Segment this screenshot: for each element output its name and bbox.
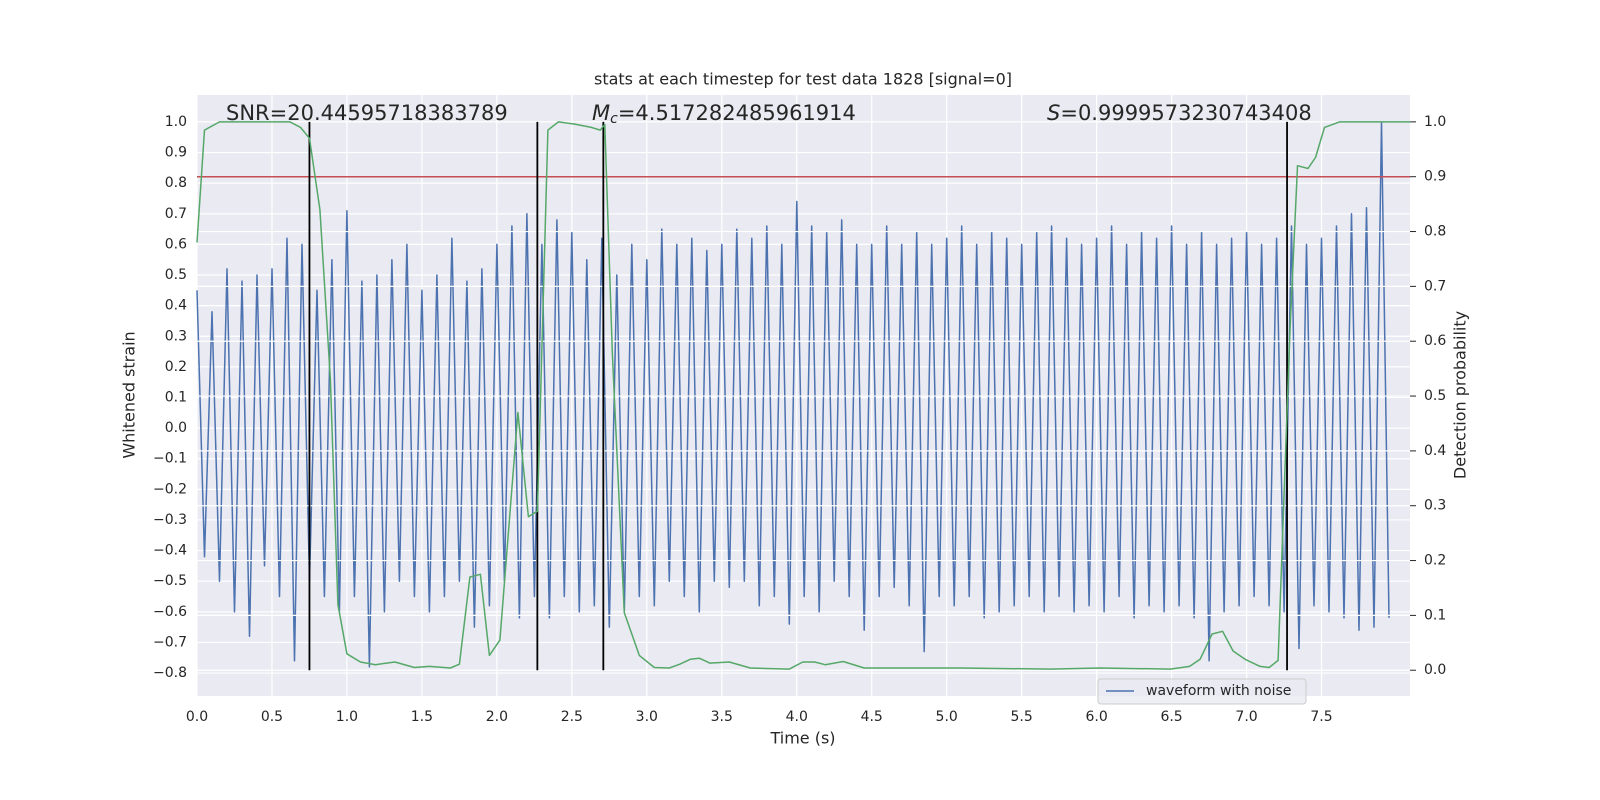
y-tick-label: 0.4 bbox=[165, 298, 187, 314]
x-tick-label: 3.0 bbox=[636, 709, 658, 725]
x-tick-label: 6.0 bbox=[1085, 709, 1107, 725]
annotation-text: =0.9999573230743408 bbox=[1060, 101, 1311, 125]
x-tick-label: 7.5 bbox=[1310, 709, 1332, 725]
legend: waveform with noise bbox=[1097, 678, 1307, 705]
y2-tick-label: 0.9 bbox=[1424, 169, 1446, 185]
x-axis-label: Time (s) bbox=[769, 729, 835, 748]
x-tick-label: 1.0 bbox=[336, 709, 358, 725]
x-tick-label: 1.5 bbox=[411, 709, 433, 725]
y-tick-label: 0.3 bbox=[165, 328, 187, 344]
y2-tick-label: 0.1 bbox=[1424, 607, 1446, 623]
y2-tick-label: 1.0 bbox=[1424, 114, 1446, 130]
x-tick-label: 3.5 bbox=[711, 709, 733, 725]
y-tick-label: −0.4 bbox=[153, 543, 187, 559]
y2-tick-label: 0.4 bbox=[1424, 443, 1446, 459]
x-tick-label: 0.5 bbox=[261, 709, 283, 725]
x-tick-label: 2.5 bbox=[561, 709, 583, 725]
y2-tick-label: 0.6 bbox=[1424, 333, 1446, 349]
y-tick-label: −0.6 bbox=[153, 604, 187, 620]
y2-axis-label: Detection probability bbox=[1451, 311, 1470, 479]
x-tick-label: 5.5 bbox=[1011, 709, 1033, 725]
annotation: SNR=20.44595718383789 bbox=[226, 101, 508, 125]
y-tick-label: 1.0 bbox=[165, 114, 187, 130]
x-tick-label: 2.0 bbox=[486, 709, 508, 725]
y-axis-label: Whitened strain bbox=[120, 331, 139, 458]
legend-label: waveform with noise bbox=[1146, 683, 1291, 699]
series-line bbox=[196, 121, 1390, 668]
y-tick-label: 0.1 bbox=[165, 389, 187, 405]
x-tick-label: 7.0 bbox=[1235, 709, 1257, 725]
x-tick-label: 0.0 bbox=[186, 709, 208, 725]
annotation-text: SNR=20.44595718383789 bbox=[226, 101, 508, 125]
y2-tick-label: 0.8 bbox=[1424, 224, 1446, 240]
x-tick-label: 4.0 bbox=[786, 709, 808, 725]
y-tick-label: −0.3 bbox=[153, 512, 187, 528]
y-tick-label: −0.1 bbox=[153, 451, 187, 467]
y-tick-label: 0.8 bbox=[165, 175, 187, 191]
annotation-symbol: S bbox=[1047, 101, 1060, 125]
y-tick-label: −0.5 bbox=[153, 573, 187, 589]
annotation-subscript: c bbox=[610, 111, 618, 127]
y2-tick-label: 0.2 bbox=[1424, 553, 1446, 569]
annotation: Mc=4.517282485961914 bbox=[592, 101, 856, 127]
y-tick-label: 0.9 bbox=[165, 145, 187, 161]
y2-tick-label: 0.3 bbox=[1424, 498, 1446, 514]
y-tick-label: 0.2 bbox=[165, 359, 187, 375]
chart-title: stats at each timestep for test data 182… bbox=[594, 70, 1012, 89]
annotation: S=0.9999573230743408 bbox=[1047, 101, 1312, 125]
series-line bbox=[196, 121, 1410, 670]
y-tick-label: 0.7 bbox=[165, 206, 187, 222]
y-tick-label: −0.7 bbox=[153, 634, 187, 650]
y2-tick-label: 0.5 bbox=[1424, 388, 1446, 404]
x-tick-label: 4.5 bbox=[861, 709, 883, 725]
legend-box bbox=[1097, 678, 1307, 705]
y-tick-label: −0.8 bbox=[153, 665, 187, 681]
y2-tick-label: 0.7 bbox=[1424, 278, 1446, 294]
y-tick-label: 0.6 bbox=[165, 236, 187, 252]
x-tick-label: 5.0 bbox=[936, 709, 958, 725]
annotation-text: =4.517282485961914 bbox=[618, 101, 856, 125]
y-tick-label: −0.2 bbox=[153, 481, 187, 497]
annotation-symbol: M bbox=[592, 101, 610, 125]
y-tick-label: 0.5 bbox=[165, 267, 187, 283]
y2-tick-label: 0.0 bbox=[1424, 662, 1446, 678]
x-tick-label: 6.5 bbox=[1160, 709, 1182, 725]
y-tick-label: 0.0 bbox=[165, 420, 187, 436]
